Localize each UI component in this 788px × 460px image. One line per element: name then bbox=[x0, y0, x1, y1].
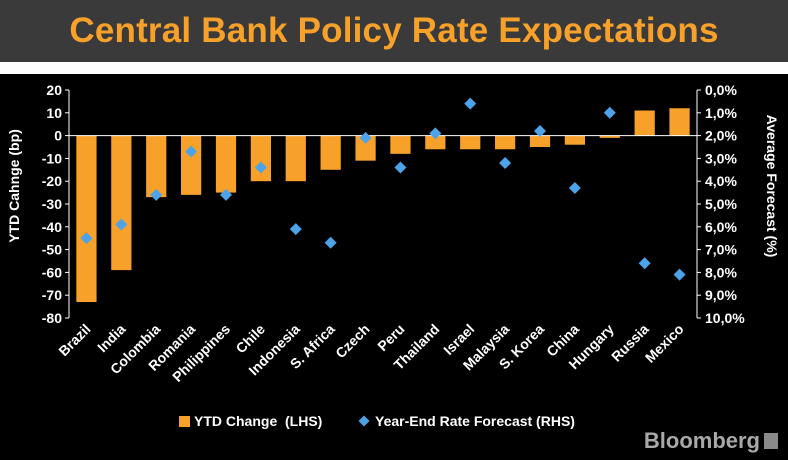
forecast-point bbox=[394, 161, 407, 174]
y2-tick-label: 4,0% bbox=[705, 173, 737, 189]
bloomberg-terminal-icon bbox=[764, 433, 778, 449]
forecast-point bbox=[534, 125, 546, 138]
y-axis-label: YTD Cahnge (bp) bbox=[6, 129, 22, 243]
bar bbox=[634, 110, 655, 136]
y2-tick-label: 6,0% bbox=[705, 219, 737, 235]
bar bbox=[425, 135, 446, 150]
brand-name: Bloomberg bbox=[643, 428, 760, 453]
legend-diamond-label: Year-End Rate Forecast (RHS) bbox=[375, 413, 575, 429]
y2-tick-label: 7,0% bbox=[705, 242, 737, 258]
bar bbox=[564, 135, 586, 145]
chart-canvas: 20 10 0 -10 -20 -30 -40 -50 -60 -70 -80 0,0% 1,0% 2,0… bbox=[6, 82, 780, 429]
y2-tick-label: 5,0% bbox=[705, 196, 737, 212]
forecast-point bbox=[80, 232, 93, 245]
bar bbox=[111, 135, 132, 271]
bar bbox=[599, 135, 620, 138]
forecast-point bbox=[673, 268, 686, 281]
forecast-point bbox=[289, 223, 302, 236]
forecast-point bbox=[115, 218, 128, 231]
y-tick-label: 10 bbox=[46, 105, 62, 121]
bar bbox=[250, 135, 272, 182]
bar bbox=[529, 135, 551, 147]
y2-tick-label: 3,0% bbox=[705, 150, 737, 166]
chart-axes: 20 10 0 -10 -20 -30 -40 -50 -60 -70 -80 0,0% 1,0% 2,0… bbox=[42, 82, 745, 326]
y2-tick-label: 10,0% bbox=[705, 310, 745, 326]
y-tick-label: -60 bbox=[42, 264, 62, 280]
legend: YTD Change (LHS) Year-End Rate Forecast … bbox=[179, 413, 575, 429]
bloomberg-logo: Bloomberg bbox=[644, 428, 778, 454]
legend-bar-label: YTD Change (LHS) bbox=[194, 413, 322, 429]
bar bbox=[390, 135, 411, 154]
y-tick-label: -70 bbox=[42, 287, 62, 303]
forecast-point bbox=[429, 127, 442, 140]
y-tick-label: -30 bbox=[42, 196, 62, 212]
y-tick-label: 20 bbox=[46, 82, 62, 98]
bar bbox=[146, 135, 167, 198]
x-tick-label: Czech bbox=[332, 321, 372, 361]
bar bbox=[285, 135, 306, 182]
bar bbox=[215, 135, 237, 193]
bar bbox=[180, 135, 202, 195]
bar bbox=[320, 135, 341, 170]
forecast-point bbox=[603, 106, 616, 119]
forecast-point bbox=[220, 188, 232, 201]
bar bbox=[460, 135, 481, 150]
chart-title: Central Bank Policy Rate Expectations bbox=[69, 11, 719, 50]
y2-tick-label: 1,0% bbox=[705, 105, 737, 121]
y-tick-label: -20 bbox=[42, 173, 62, 189]
y2-tick-label: 9,0% bbox=[705, 287, 737, 303]
y-tick-label: -40 bbox=[42, 219, 62, 235]
legend-diamond-swatch bbox=[358, 415, 370, 427]
forecast-series bbox=[80, 97, 686, 281]
forecast-point bbox=[638, 257, 651, 270]
bar bbox=[355, 135, 376, 161]
y-tick-label: -10 bbox=[42, 150, 62, 166]
y-tick-label: -80 bbox=[42, 310, 62, 326]
bar bbox=[669, 108, 690, 136]
title-bar: Central Bank Policy Rate Expectations bbox=[0, 0, 788, 62]
y-tick-label: -50 bbox=[42, 242, 62, 258]
y2-axis-label: Average Forecast (%) bbox=[764, 115, 780, 258]
y2-tick-label: 8,0% bbox=[705, 264, 737, 280]
forecast-point bbox=[499, 156, 512, 169]
forecast-point bbox=[568, 182, 581, 195]
legend-bar-swatch bbox=[179, 416, 190, 427]
forecast-point bbox=[324, 236, 337, 249]
title-divider bbox=[0, 62, 788, 74]
forecast-point bbox=[359, 131, 372, 144]
forecast-point bbox=[150, 188, 163, 201]
forecast-point bbox=[464, 97, 477, 110]
y-tick-label: 0 bbox=[54, 128, 62, 144]
forecast-point bbox=[185, 145, 198, 158]
y2-tick-label: 2,0% bbox=[705, 128, 737, 144]
bar bbox=[76, 135, 97, 303]
bar bbox=[494, 135, 516, 150]
y2-tick-label: 0,0% bbox=[705, 82, 737, 98]
x-tick-label: Brazil bbox=[55, 321, 93, 359]
x-tick-label: Mexico bbox=[642, 321, 687, 366]
forecast-point bbox=[254, 161, 267, 174]
bar-series bbox=[76, 108, 690, 303]
